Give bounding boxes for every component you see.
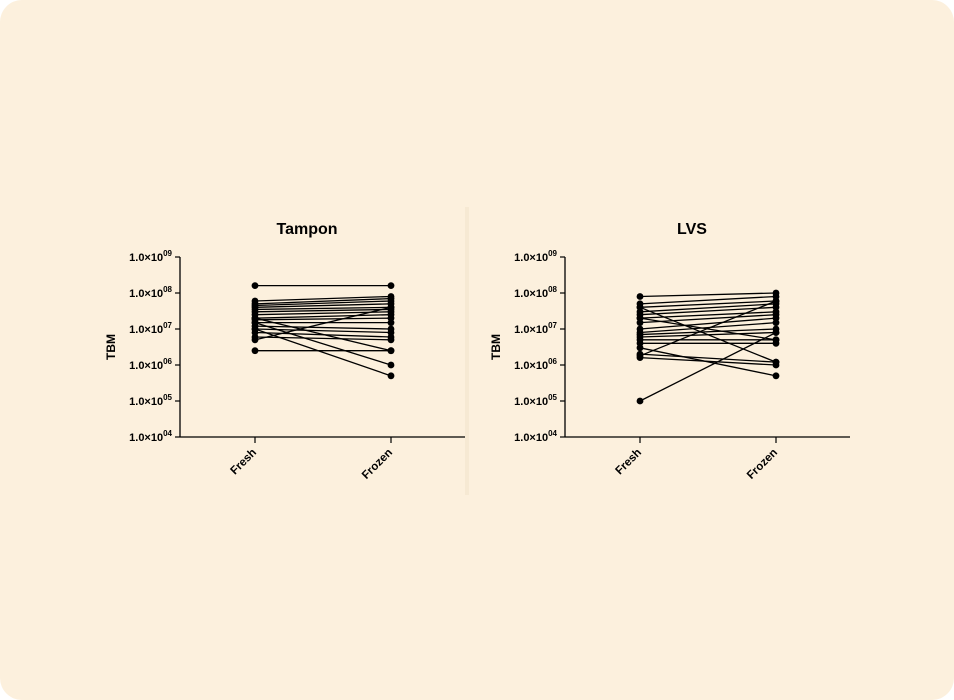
paired-line [254, 325, 392, 330]
data-point [772, 336, 780, 344]
y-axis-label: TBM [489, 334, 503, 360]
paired-line [639, 347, 777, 377]
y-tick-label: 1.0×1009 [514, 249, 557, 264]
paired-line [639, 306, 777, 363]
paired-line [254, 297, 392, 305]
paired-line [254, 322, 392, 366]
x-tick-label: Fresh [613, 447, 644, 478]
series-lines [639, 292, 777, 402]
paired-line [254, 308, 392, 313]
data-point [251, 347, 259, 355]
chart-lvs: LVS TBM 1.0×1009 1.0×1008 1.0×1007 1.0×1006… [489, 221, 850, 482]
y-ticks: 1.0×1009 1.0×1008 1.0×1007 1.0×1006 1.0×1005… [514, 249, 565, 444]
paired-line [639, 317, 777, 341]
data-point [772, 319, 780, 327]
data-point [387, 347, 395, 355]
paired-line [639, 303, 777, 313]
data-point [772, 329, 780, 336]
x-ticks: Fresh Frozen [228, 437, 395, 482]
data-point [251, 325, 259, 333]
paired-line [639, 328, 777, 336]
x-ticks: Fresh Frozen [613, 437, 780, 482]
data-point [387, 372, 395, 380]
y-ticks: 1.0×1009 1.0×1008 1.0×1007 1.0×1006 1.0×1005… [129, 249, 180, 444]
paired-line [254, 306, 392, 341]
y-tick-label: 1.0×1004 [129, 429, 172, 444]
axes [179, 257, 465, 438]
chart-title: LVS [677, 221, 707, 238]
data-point [387, 361, 395, 369]
data-point [387, 282, 395, 290]
paired-line [639, 353, 777, 363]
chart-panel-lvs: LVS TBM 1.0×1009 1.0×1008 1.0×1007 1.0×1006… [475, 200, 855, 505]
data-point [387, 319, 395, 327]
x-tick-label: Fresh [228, 447, 259, 478]
y-tick-label: 1.0×1006 [514, 357, 557, 372]
series-points [251, 282, 395, 380]
paired-line [639, 295, 777, 305]
y-tick-label: 1.0×1005 [514, 393, 557, 408]
panel-divider [465, 207, 469, 495]
paired-line [254, 306, 392, 311]
data-point [772, 358, 780, 366]
data-point [636, 344, 644, 352]
y-axis-label: TBM [104, 334, 118, 360]
chart-panel-tampon: Tampon TBM 1.0×1009 1.0×1008 1.0×1007 1.0×1… [90, 200, 470, 505]
x-tick-label: Frozen [360, 447, 395, 482]
paired-line [254, 336, 392, 341]
data-point [251, 319, 259, 327]
paired-line [254, 328, 392, 377]
paired-line [639, 300, 777, 308]
data-point [636, 293, 644, 300]
paired-line [254, 295, 392, 302]
y-tick-label: 1.0×1007 [129, 321, 172, 336]
chart-tampon: Tampon TBM 1.0×10091.0×10081.0×10071.0×1… [104, 221, 465, 482]
data-point [251, 282, 259, 290]
y-tick-label: 1.0×1008 [514, 285, 557, 300]
y-tick-label: 1.0×1008 [129, 285, 172, 300]
data-point [636, 352, 644, 360]
x-tick-label: Frozen [745, 447, 780, 482]
data-point [636, 303, 644, 311]
paired-line [639, 306, 777, 316]
data-point [251, 336, 259, 344]
paired-line [639, 322, 777, 334]
y-tick-label: 1.0×1007 [514, 321, 557, 336]
paired-line [254, 317, 392, 352]
series-lines [254, 285, 392, 377]
data-point [772, 372, 780, 380]
data-point [387, 336, 395, 344]
paired-line [639, 292, 777, 298]
paired-line [639, 317, 777, 330]
paired-line [254, 300, 392, 307]
y-tick-label: 1.0×1006 [129, 357, 172, 372]
axes [564, 257, 850, 438]
chart-title: Tampon [276, 221, 337, 238]
y-tick-label: 1.0×1004 [514, 429, 557, 444]
data-point [772, 297, 780, 305]
paired-line [254, 314, 392, 319]
y-tick-label: 1.0×1005 [129, 393, 172, 408]
paired-line [254, 317, 392, 321]
data-point [636, 397, 644, 405]
y-tick-label: 1.0×1009 [129, 249, 172, 264]
series-points [636, 289, 780, 405]
paired-line [639, 331, 777, 402]
paired-line [254, 303, 392, 308]
data-point [636, 314, 644, 322]
data-point [387, 303, 395, 311]
